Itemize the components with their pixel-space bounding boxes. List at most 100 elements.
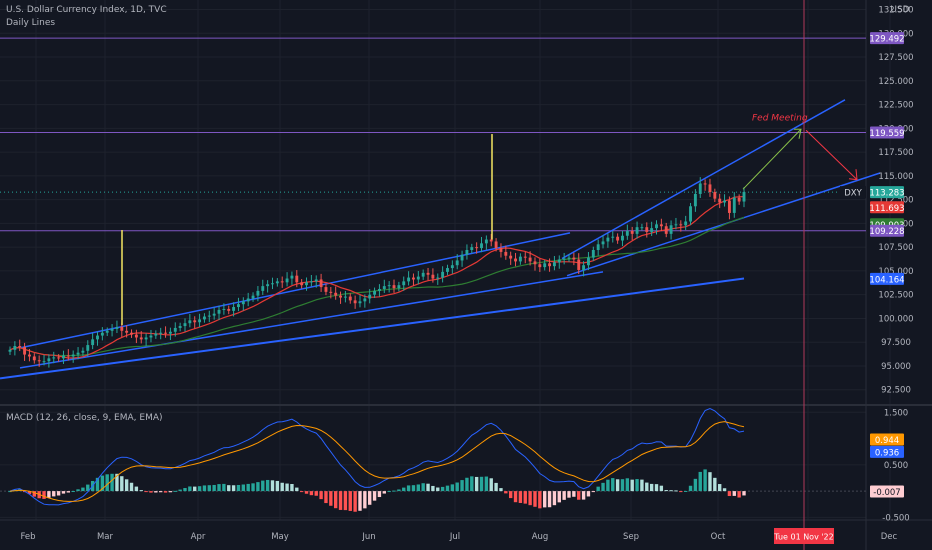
macd-histogram-bar [552, 491, 557, 506]
candle-body [271, 283, 274, 285]
candle-body [324, 287, 328, 292]
candle-body [703, 183, 707, 185]
macd-histogram-bar [572, 491, 576, 497]
channel-lower-1 [19, 271, 604, 369]
candle-body [42, 361, 46, 363]
candle-body [27, 354, 31, 357]
macd-histogram-bar [640, 479, 644, 492]
macd-histogram-bar [270, 480, 275, 492]
macd-histogram-bar [134, 486, 139, 492]
candle-body [480, 243, 483, 249]
macd-histogram-bar [120, 476, 124, 492]
macd-histogram-bar [436, 487, 440, 492]
candle-body [173, 327, 177, 332]
macd-histogram-bar [581, 491, 586, 500]
candle-body [314, 279, 318, 282]
candle-body [139, 337, 143, 340]
candle-body [149, 335, 153, 338]
candle-body [645, 227, 649, 232]
macd-histogram-bar [397, 489, 401, 492]
macd-histogram-bar [722, 488, 727, 492]
macd-histogram-bar [314, 491, 318, 496]
macd-histogram-bar [363, 491, 367, 509]
macd-histogram-bar [698, 471, 702, 492]
macd-histogram-bar [32, 491, 36, 497]
macd-histogram-bar [197, 486, 202, 492]
candle-body [305, 282, 308, 286]
macd-histogram-bar [261, 480, 265, 492]
candle-body [625, 230, 629, 236]
macd-histogram-bar [654, 484, 659, 492]
candle-body [105, 330, 109, 333]
candle-body [606, 237, 610, 242]
macd-histogram-bar [61, 491, 66, 494]
candle-body [562, 258, 566, 260]
candle-body [222, 308, 226, 310]
macd-histogram-bar [372, 491, 377, 501]
candle-body [23, 346, 27, 355]
macd-histogram-bar [543, 491, 547, 508]
candle-body [387, 285, 391, 287]
price-tag-label: 119.559 [869, 129, 904, 139]
price-tag [870, 485, 904, 498]
candle-body [18, 346, 22, 348]
macd-histogram-bar [416, 484, 421, 492]
candle-body [552, 262, 556, 267]
candle-body [577, 259, 581, 270]
candle-body [353, 300, 357, 304]
macd-histogram-bar [304, 491, 309, 494]
macd-tick-label: 1.500 [884, 408, 908, 418]
price-tag [870, 186, 904, 199]
candle-body [285, 278, 289, 283]
candle-body [659, 224, 663, 227]
macd-histogram-bar [265, 479, 270, 492]
chart-subtitle: Daily Lines [6, 18, 56, 28]
candle-body [32, 356, 36, 361]
macd-histogram-bar [100, 475, 105, 492]
time-tick-label: Feb [20, 532, 35, 542]
candlesticks [8, 177, 746, 368]
time-tick-label: Dec [881, 532, 898, 542]
candle-body [446, 268, 449, 272]
candle-body [125, 330, 129, 333]
candle-body [8, 349, 12, 352]
macd-histogram-bar [246, 483, 250, 492]
candle-body [358, 301, 362, 304]
candle-body [91, 339, 95, 346]
candle-body [621, 235, 624, 241]
candle-body [368, 294, 372, 299]
macd-histogram-bar [606, 479, 610, 492]
price-tick-label: 125.000 [878, 77, 913, 87]
macd-histogram-bar [538, 491, 542, 509]
candle-body [130, 332, 133, 335]
macd-histogram-bar [635, 479, 639, 492]
candle-body [548, 263, 552, 267]
candle-body [528, 257, 532, 262]
macd-histogram-bar [95, 477, 100, 492]
macd-histogram-bar [338, 491, 343, 510]
macd-histogram-bar [295, 487, 299, 492]
candle-body [57, 357, 61, 359]
macd-histogram-bar [353, 491, 357, 512]
price-tag-label: 111.693 [869, 204, 904, 214]
macd-histogram-bar [168, 491, 173, 493]
candle-body [591, 250, 595, 258]
macd-histogram-bar [236, 484, 241, 492]
macd-histogram-bar [66, 491, 71, 493]
candle-body [567, 257, 571, 259]
candle-body [81, 350, 85, 353]
macd-histogram-bar [183, 488, 187, 492]
candle-body [227, 308, 231, 311]
macd-histogram-bar [494, 482, 498, 492]
price-tick-label: 107.500 [878, 243, 913, 253]
macd-histogram-bar [124, 479, 129, 492]
candle-body [363, 298, 367, 302]
macd-histogram-bar [484, 476, 489, 492]
candle-body [47, 358, 51, 362]
candle-body [168, 331, 172, 334]
macd-histogram-bar [163, 491, 168, 493]
macd-histogram-bar [217, 484, 221, 492]
macd-histogram-bar [693, 478, 698, 492]
